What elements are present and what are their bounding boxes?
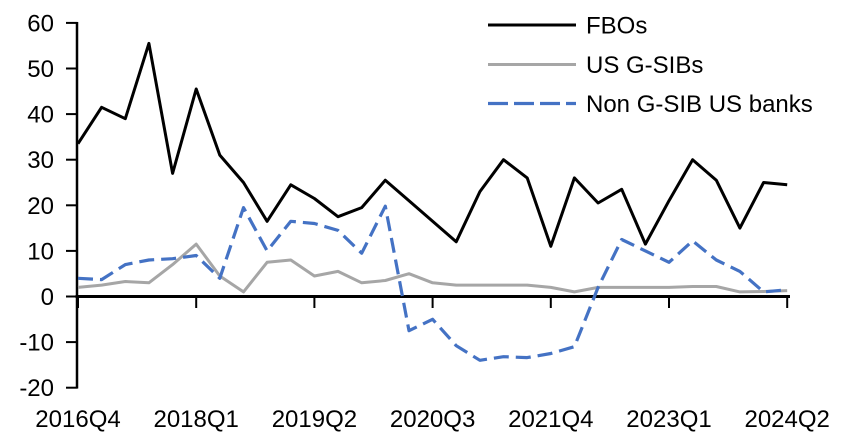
y-tick-label: 10 [27, 238, 54, 265]
y-tick-label: 50 [27, 56, 54, 83]
x-tick-label: 2024Q2 [744, 406, 829, 433]
us-gsibs-line [77, 242, 788, 294]
x-tick-label: 2020Q3 [390, 406, 475, 433]
legend-label-fbos: FBOs [586, 13, 647, 40]
y-tick-label: 20 [27, 193, 54, 220]
y-tick-label: 30 [27, 147, 54, 174]
y-tick-label: 0 [41, 284, 54, 311]
y-tick-label: 40 [27, 102, 54, 129]
x-tick-label: 2021Q4 [508, 406, 593, 433]
series-lines [76, 41, 788, 362]
legend: FBOs US G-SIBs Non G-SIB US banks [488, 13, 813, 118]
fbos-line [76, 41, 788, 248]
x-tick-label: 2016Q4 [35, 406, 120, 433]
y-tick-label: 60 [27, 10, 54, 37]
legend-label-us-gsibs: US G-SIBs [586, 52, 703, 79]
x-axis-ticks: 2016Q4 2018Q1 2019Q2 2020Q3 2021Q4 2023Q1 2024… [35, 296, 830, 433]
x-tick-label: 2023Q1 [626, 406, 711, 433]
y-tick-label: -10 [19, 330, 54, 357]
y-tick-label: -20 [19, 375, 54, 402]
non-gsib-us-banks-line [77, 204, 788, 362]
legend-label-non-gsib-us-banks: Non G-SIB US banks [586, 91, 813, 118]
x-tick-label: 2019Q2 [272, 406, 357, 433]
y-axis-ticks: 60 50 40 30 20 10 0 -10 -20 [19, 10, 78, 402]
x-tick-label: 2018Q1 [153, 406, 238, 433]
